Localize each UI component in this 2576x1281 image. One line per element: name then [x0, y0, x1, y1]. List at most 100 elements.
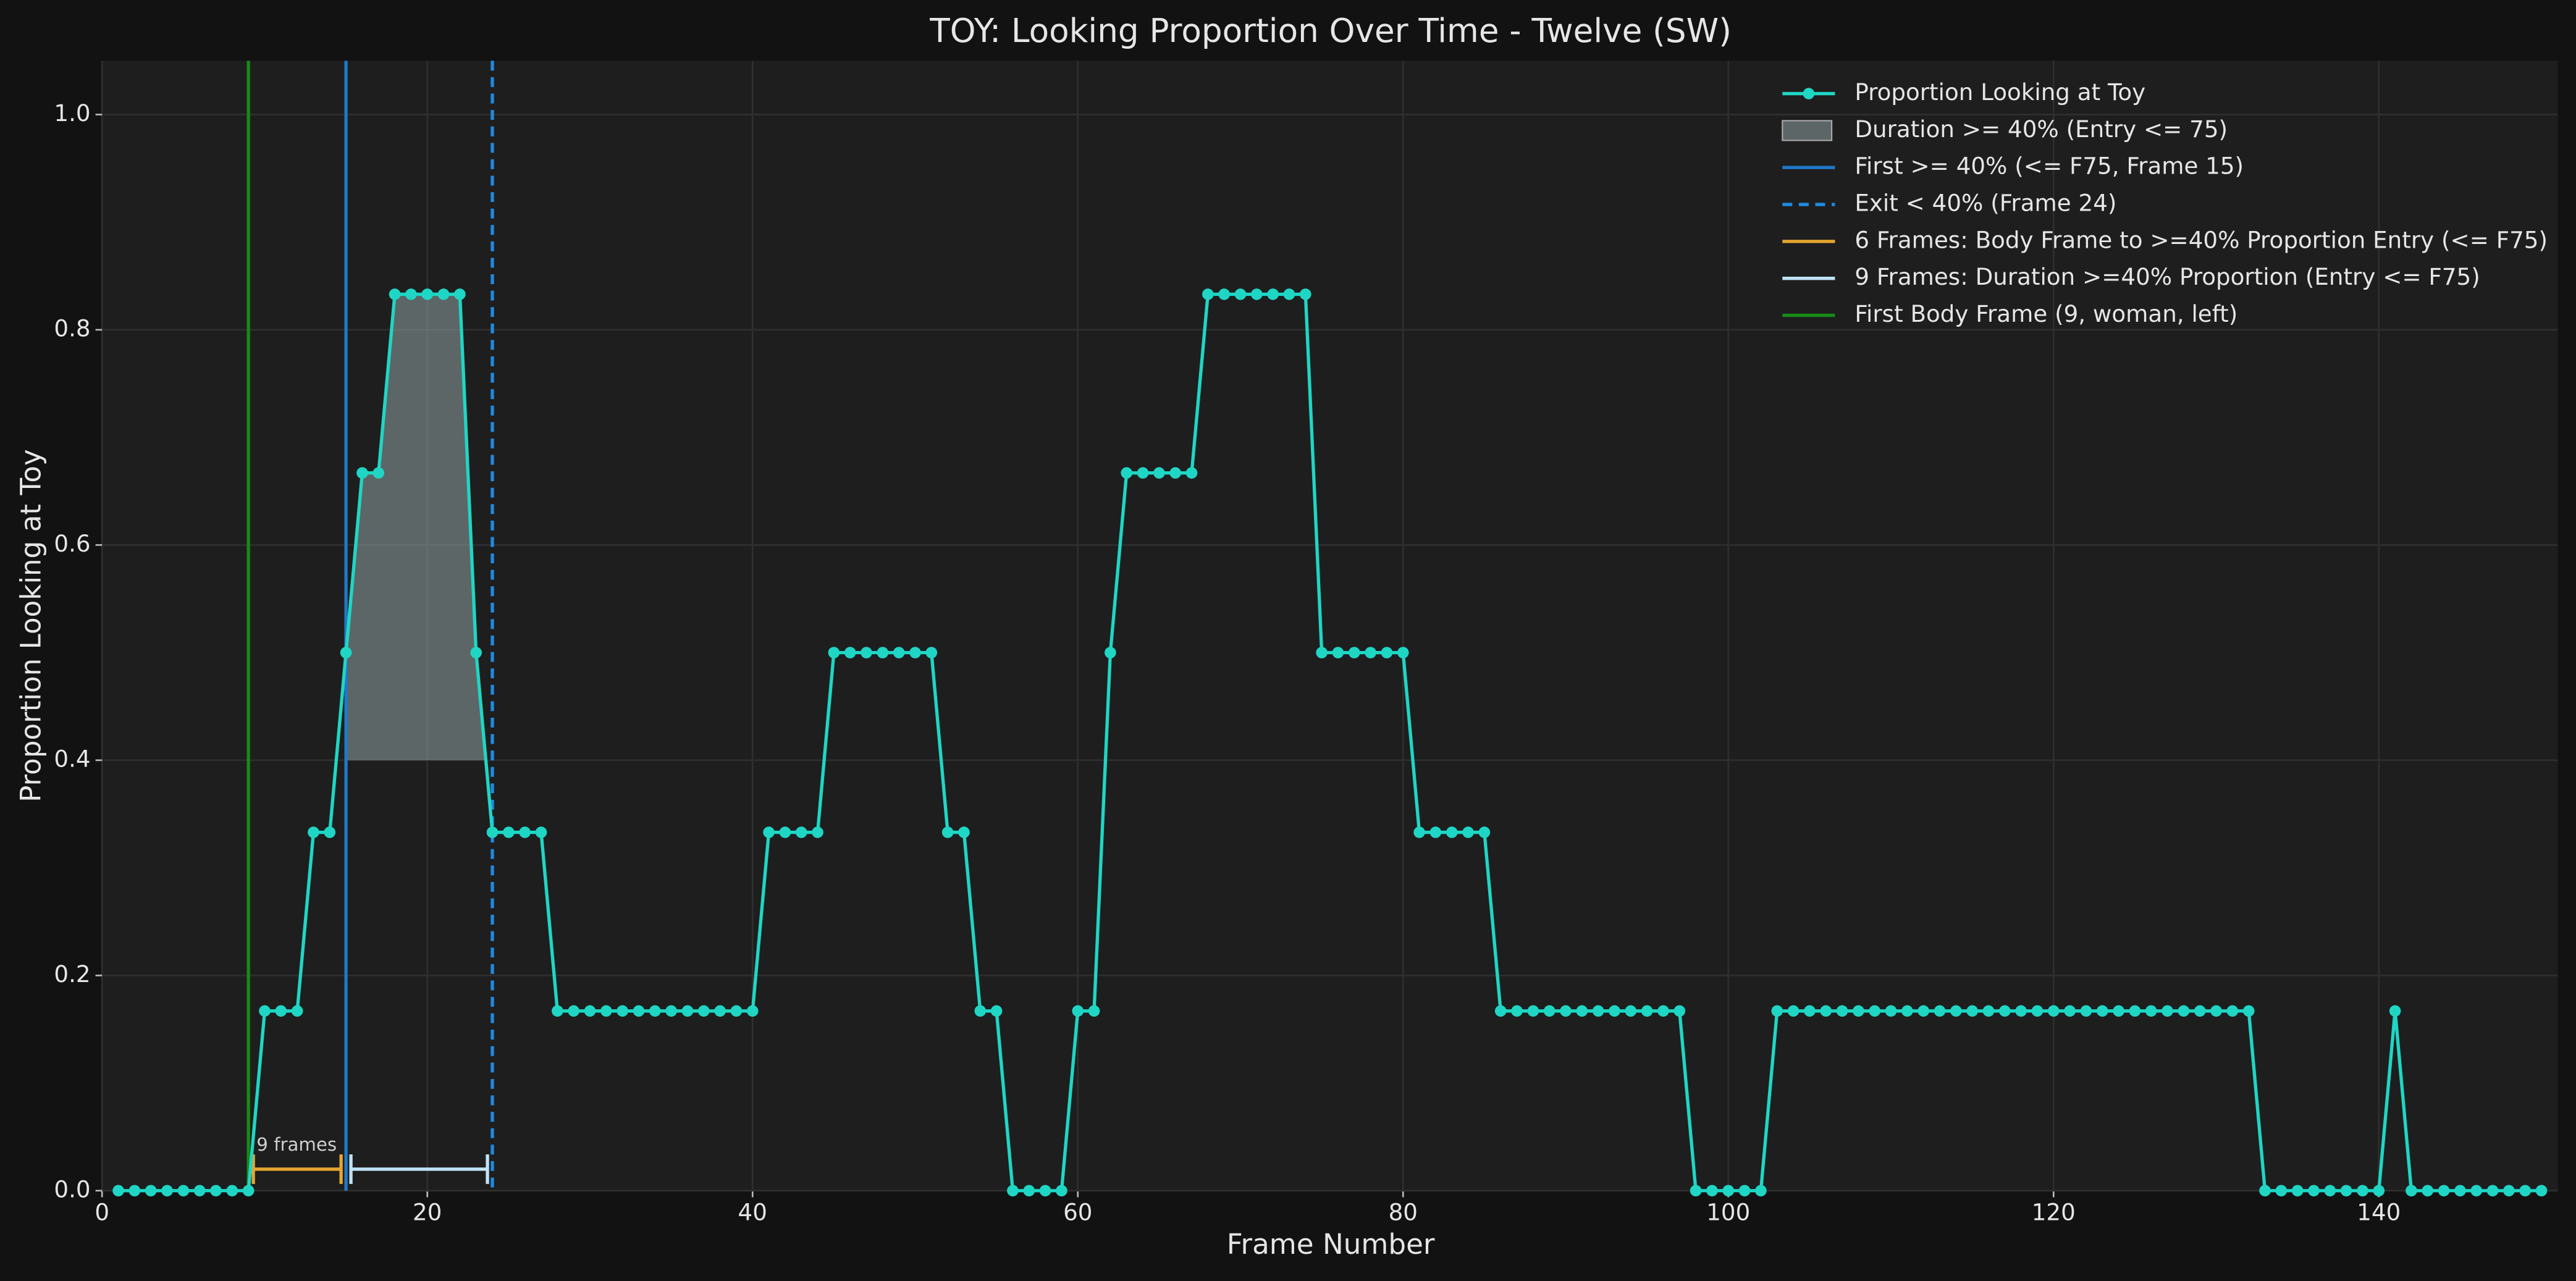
marker	[877, 647, 889, 658]
marker	[2259, 1185, 2271, 1197]
marker	[226, 1185, 238, 1197]
marker	[730, 1005, 743, 1017]
y-tick-label: 0.8	[54, 314, 90, 342]
marker	[958, 826, 970, 838]
marker	[746, 1005, 759, 1017]
marker	[861, 647, 872, 658]
x-tick-label: 40	[738, 1198, 767, 1225]
x-tick-label: 140	[2357, 1198, 2401, 1225]
legend-marker	[1803, 88, 1815, 99]
marker	[1153, 467, 1165, 479]
marker	[1429, 826, 1442, 838]
chart-title: TOY: Looking Proportion Over Time - Twel…	[929, 12, 1732, 50]
marker	[2373, 1185, 2385, 1197]
marker	[486, 826, 499, 838]
marker	[1121, 467, 1133, 479]
marker	[2047, 1005, 2060, 1017]
marker	[1169, 467, 1182, 479]
marker	[535, 826, 547, 838]
marker	[1609, 1005, 1620, 1017]
marker	[1966, 1005, 1978, 1017]
marker	[1218, 288, 1230, 300]
marker	[373, 467, 385, 479]
x-tick-label: 20	[413, 1198, 442, 1225]
marker	[2242, 1005, 2255, 1017]
marker	[2161, 1005, 2173, 1017]
marker	[763, 826, 775, 838]
marker	[893, 647, 905, 658]
marker	[1755, 1185, 1767, 1197]
marker	[633, 1005, 645, 1017]
marker	[242, 1185, 255, 1197]
marker	[1950, 1005, 1962, 1017]
marker	[1251, 288, 1263, 300]
marker	[2226, 1005, 2239, 1017]
marker	[2210, 1005, 2222, 1017]
marker	[795, 826, 807, 838]
marker	[1560, 1005, 1572, 1017]
marker	[2096, 1005, 2108, 1017]
marker	[356, 467, 368, 479]
marker	[1511, 1005, 1523, 1017]
legend-label: First Body Frame (9, woman, left)	[1854, 300, 2237, 327]
marker	[2064, 1005, 2076, 1017]
y-tick-label: 0.0	[54, 1175, 90, 1203]
grid: 0 20 40 60 80 100 120 140 0.0 0.2 0.4 0.6 0.8 1.0	[54, 61, 2558, 1225]
marker	[1137, 467, 1149, 479]
marker	[161, 1185, 173, 1197]
marker	[1722, 1185, 1735, 1197]
legend-label: 9 Frames: Duration >=40% Proportion (Ent…	[1854, 263, 2480, 290]
marker	[1625, 1005, 1637, 1017]
marker	[2406, 1185, 2417, 1197]
marker	[2503, 1185, 2515, 1197]
marker	[1999, 1005, 2011, 1017]
marker	[193, 1185, 206, 1197]
marker	[1283, 288, 1295, 300]
marker	[389, 288, 401, 300]
marker	[519, 826, 531, 838]
marker	[697, 1005, 710, 1017]
legend-label: First >= 40% (<= F75, Frame 15)	[1854, 153, 2244, 180]
marker	[1771, 1005, 1783, 1017]
marker	[2129, 1005, 2141, 1017]
marker	[1088, 1005, 1100, 1017]
marker	[1462, 826, 1474, 838]
marker	[275, 1005, 287, 1017]
marker	[1202, 288, 1214, 300]
marker	[1007, 1185, 1019, 1197]
marks: 9 frames	[112, 61, 2548, 1197]
marker	[1820, 1005, 1832, 1017]
marker	[1706, 1185, 1718, 1197]
marker	[1023, 1185, 1035, 1197]
marker	[1413, 826, 1425, 838]
marker	[128, 1185, 141, 1197]
legend-label: Duration >= 40% (Entry <= 75)	[1854, 116, 2228, 143]
marker	[1527, 1005, 1539, 1017]
marker	[405, 288, 417, 300]
marker	[681, 1005, 694, 1017]
marker	[177, 1185, 190, 1197]
marker	[2422, 1185, 2434, 1197]
marker	[2389, 1005, 2401, 1017]
marker	[1300, 288, 1311, 300]
annotation: 9 frames	[256, 1134, 337, 1155]
marker	[2031, 1005, 2044, 1017]
marker	[2080, 1005, 2092, 1017]
x-tick-label: 0	[95, 1198, 109, 1225]
marker	[324, 826, 336, 838]
y-axis-label: Proportion Looking at Toy	[15, 449, 48, 802]
marker	[2470, 1185, 2483, 1197]
marker	[210, 1185, 222, 1197]
marker	[2015, 1005, 2027, 1017]
marker	[1673, 1005, 1686, 1017]
marker	[1576, 1005, 1588, 1017]
marker	[1348, 647, 1360, 658]
marker	[584, 1005, 596, 1017]
x-tick-label: 80	[1389, 1198, 1418, 1225]
marker	[665, 1005, 677, 1017]
marker	[1316, 647, 1328, 658]
marker	[714, 1005, 726, 1017]
legend-label: Exit < 40% (Frame 24)	[1854, 190, 2116, 217]
marker	[2454, 1185, 2466, 1197]
